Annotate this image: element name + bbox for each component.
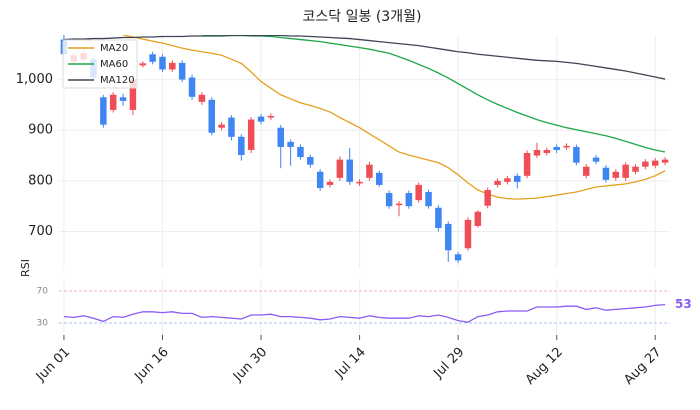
candle-body <box>385 193 393 207</box>
candle-body <box>612 171 620 178</box>
candle-body <box>445 223 452 251</box>
x-tick-label: Jul 29 <box>430 345 467 382</box>
candle-body <box>218 124 225 128</box>
candle-body <box>356 181 363 184</box>
candle-body <box>228 117 235 137</box>
ma-line <box>63 35 666 80</box>
candle-body <box>287 141 294 147</box>
candle-body <box>415 184 422 201</box>
candle-body <box>523 153 531 176</box>
candle-body <box>188 77 196 97</box>
candle-body <box>326 181 334 185</box>
legend-label: MA60 <box>100 59 128 70</box>
candle-body <box>247 119 255 150</box>
candle-body <box>366 164 373 178</box>
y-tick-label: 70 <box>37 287 49 297</box>
candle-body <box>533 149 541 156</box>
plot-area <box>60 35 669 263</box>
ma-line <box>201 35 666 153</box>
candle-body <box>277 127 284 147</box>
candle-body <box>198 94 206 102</box>
x-tick-label: Jun 01 <box>33 345 73 385</box>
candle-body <box>208 99 216 133</box>
candle-body <box>632 166 639 172</box>
candle-body <box>139 63 147 66</box>
candle-body <box>178 62 186 80</box>
candle-body <box>425 192 432 207</box>
candle-body <box>267 116 275 118</box>
candle-body <box>582 166 590 176</box>
candle-body <box>307 157 314 165</box>
candle-body <box>257 116 265 122</box>
candle-body <box>346 159 353 182</box>
candle-body <box>454 254 462 261</box>
candle-body <box>376 172 383 185</box>
candle-body <box>642 161 649 167</box>
candle-body <box>504 178 511 182</box>
candle-body <box>573 146 580 163</box>
rsi-line <box>63 303 666 323</box>
candle-body <box>474 211 482 226</box>
y-tick-label: 30 <box>37 319 49 329</box>
candle-body <box>149 54 156 62</box>
candle-body <box>592 157 600 162</box>
candle-body <box>563 145 570 148</box>
y-tick-label: 900 <box>28 123 53 138</box>
rsi-value-label: 53 <box>675 297 692 311</box>
candle-body <box>169 62 176 70</box>
candle-body <box>297 146 304 158</box>
candle-body <box>129 79 137 110</box>
candle-body <box>484 189 491 206</box>
y-tick-label: 1,000 <box>16 72 53 87</box>
candle-body <box>405 193 413 207</box>
y-axis-label: RSI <box>19 259 32 277</box>
x-tick-label: Jul 14 <box>332 345 369 382</box>
chart-title: 코스닥 일봉 (3개월) <box>303 9 422 25</box>
x-tick-label: Aug 12 <box>523 345 566 388</box>
legend-label: MA120 <box>100 75 135 86</box>
candle-body <box>464 219 472 249</box>
candle-body <box>159 56 166 70</box>
candle-body <box>395 203 403 206</box>
candle-body <box>553 146 560 150</box>
x-tick-label: Jun 16 <box>131 345 171 385</box>
legend-label: MA20 <box>100 43 128 54</box>
legend-box <box>62 39 138 89</box>
candle-body <box>336 159 344 178</box>
candle-body <box>109 94 117 110</box>
y-tick-label: 800 <box>28 173 53 188</box>
ma-line <box>122 35 666 200</box>
x-tick-label: Jun 30 <box>230 345 270 385</box>
y-tick-label: 700 <box>28 224 53 239</box>
candle-body <box>543 149 551 154</box>
candle-body <box>119 97 127 101</box>
candle-body <box>661 159 669 163</box>
candle-body <box>513 175 521 182</box>
candle-body <box>100 97 107 125</box>
candle-body <box>238 136 245 156</box>
candle-body <box>316 171 324 188</box>
candle-body <box>494 180 501 185</box>
candle-body <box>651 160 659 166</box>
candle-body <box>602 167 610 180</box>
x-tick-label: Aug 27 <box>621 345 664 388</box>
candle-body <box>622 164 629 178</box>
candle-body <box>435 207 442 228</box>
